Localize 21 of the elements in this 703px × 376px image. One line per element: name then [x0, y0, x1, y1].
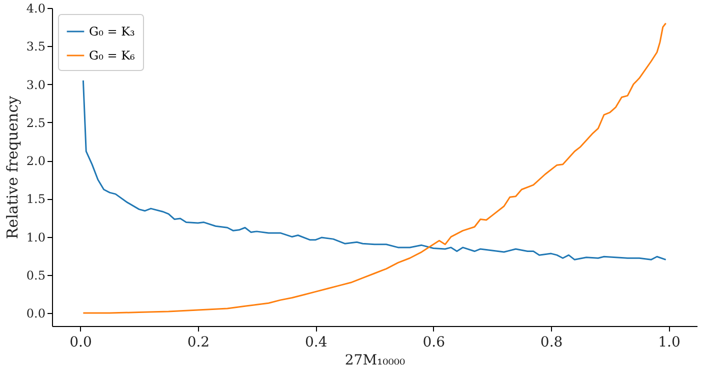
y-tick-label: 1.5: [26, 192, 46, 206]
line-series: [82, 22, 667, 314]
y-tick-label: 1.0: [26, 230, 46, 244]
y-tick-label: 4.0: [26, 2, 46, 16]
x-tick-label: 0.0: [70, 334, 92, 350]
x-tick-label: 0.4: [305, 334, 328, 350]
x-tick-label: 0.6: [422, 334, 446, 350]
x-axis-title: 27M₁₀₀₀₀: [344, 352, 406, 368]
x-tick-label: 1.0: [658, 334, 680, 350]
legend-label: G₀ = K₃: [89, 24, 136, 38]
y-tick-label: 0.0: [26, 306, 46, 321]
legend-label: G₀ = K₆: [89, 48, 136, 62]
y-tick-label: 3.5: [26, 40, 46, 54]
y-tick-label: 3.0: [26, 78, 46, 92]
y-axis-title: Relative frequency: [3, 95, 22, 240]
y-tick-label: 2.5: [26, 116, 46, 130]
y-tick-label: 2.0: [26, 154, 46, 168]
y-tick-label: 0.5: [26, 268, 46, 282]
line-series: [82, 80, 667, 260]
x-tick-label: 0.2: [187, 334, 210, 350]
x-tick-label: 0.8: [540, 334, 563, 350]
